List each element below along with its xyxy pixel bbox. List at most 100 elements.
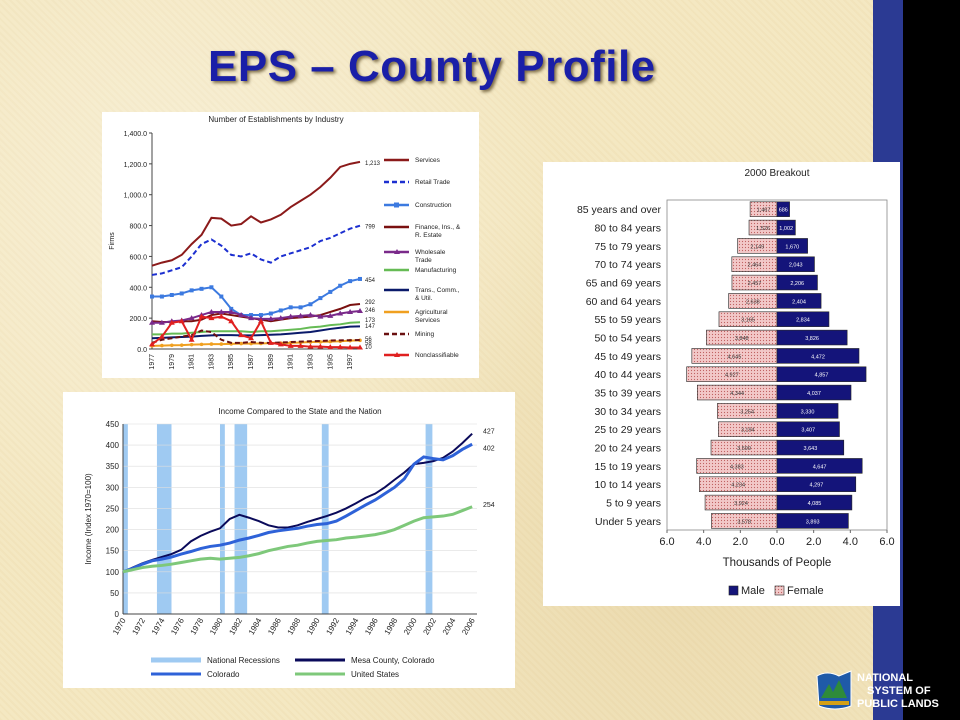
series-end-label: 292 bbox=[365, 300, 376, 306]
y-tick-label: 0.0 bbox=[137, 347, 147, 354]
y-axis-label: Income (Index 1970=100) bbox=[84, 473, 93, 565]
y-tick-label: 250 bbox=[106, 504, 120, 513]
male-value-label: 4,297 bbox=[810, 483, 824, 489]
y-tick-label: 450 bbox=[106, 420, 120, 429]
x-tick-label: 1980 bbox=[208, 616, 225, 636]
data-point bbox=[219, 294, 224, 299]
x-tick-label: 1994 bbox=[344, 616, 361, 636]
male-value-label: 2,043 bbox=[789, 263, 803, 269]
population-pyramid-chart: 2000 Breakout 85 years and over 1,467 686 80… bbox=[577, 168, 895, 597]
male-bar bbox=[776, 384, 852, 401]
age-group-label: 15 to 19 years bbox=[594, 461, 661, 473]
age-group-label: 30 to 34 years bbox=[594, 406, 661, 418]
male-bar bbox=[776, 348, 860, 364]
female-value-label: 3,578 bbox=[737, 519, 751, 525]
chart-title: Number of Establishments by Industry bbox=[208, 115, 343, 124]
legend-label: Colorado bbox=[207, 670, 240, 679]
data-point bbox=[297, 342, 304, 348]
x-tick-label: 1986 bbox=[266, 616, 283, 636]
data-point bbox=[277, 315, 284, 321]
x-tick-label: 2000 bbox=[402, 616, 419, 636]
series-end-label: 454 bbox=[365, 278, 376, 284]
x-tick-label: 1974 bbox=[150, 616, 167, 636]
x-tick-label: 1996 bbox=[363, 616, 380, 636]
data-point bbox=[168, 319, 175, 325]
series-line-7 bbox=[151, 339, 361, 347]
legend-marker bbox=[394, 202, 399, 208]
male-value-label: 4,472 bbox=[811, 354, 825, 360]
data-point bbox=[209, 342, 214, 346]
series-end-label: 254 bbox=[483, 502, 495, 509]
male-bar bbox=[776, 403, 839, 419]
data-point bbox=[327, 344, 334, 350]
male-bar bbox=[776, 201, 790, 217]
legend-label: Agricultural bbox=[415, 309, 448, 316]
data-point bbox=[308, 302, 313, 307]
series-line-0 bbox=[122, 432, 473, 573]
male-value-label: 4,085 bbox=[808, 501, 822, 507]
age-group-label: 55 to 59 years bbox=[594, 314, 661, 326]
series-end-label: 402 bbox=[483, 445, 495, 452]
data-point bbox=[357, 344, 363, 350]
x-tick-label: 1991 bbox=[288, 354, 295, 370]
x-tick-label: 1970 bbox=[111, 616, 128, 636]
x-tick-label: 1989 bbox=[268, 354, 275, 370]
legend-label: R. Estate bbox=[415, 232, 442, 239]
x-tick-label: 2002 bbox=[421, 616, 438, 636]
y-tick-label: 150 bbox=[106, 547, 120, 556]
data-point bbox=[267, 339, 274, 345]
legend-label: National Recessions bbox=[207, 656, 280, 665]
income-chart-panel: Income Compared to the State and the Nat… bbox=[63, 392, 515, 688]
y-axis-label: Firms bbox=[109, 232, 116, 250]
y-tick-label: 1,000.0 bbox=[124, 193, 147, 200]
x-tick-label: 1985 bbox=[228, 354, 235, 370]
y-tick-label: 0 bbox=[115, 610, 120, 619]
x-tick-label: 1972 bbox=[130, 616, 147, 636]
data-point bbox=[358, 276, 362, 281]
female-value-label: 4,234 bbox=[731, 483, 745, 489]
female-value-label: 1,526 bbox=[756, 226, 770, 232]
male-value-label: 3,330 bbox=[801, 409, 815, 415]
male-bar bbox=[776, 439, 845, 456]
legend-label: & Util. bbox=[415, 295, 433, 302]
y-tick-label: 200.0 bbox=[129, 316, 147, 323]
series-line-2 bbox=[122, 505, 473, 574]
series-end-label: 799 bbox=[365, 225, 376, 231]
male-bar bbox=[776, 329, 848, 346]
data-point bbox=[208, 308, 215, 314]
data-point bbox=[327, 312, 334, 318]
legend-label: Nonclassifiable bbox=[415, 352, 459, 359]
x-tick-label: 1998 bbox=[383, 616, 400, 636]
y-tick-label: 400 bbox=[106, 441, 120, 450]
male-value-label: 1,670 bbox=[785, 244, 799, 250]
age-group-label: 65 and 69 years bbox=[586, 278, 661, 290]
age-group-label: 70 to 74 years bbox=[594, 259, 661, 271]
legend-label: Services bbox=[415, 317, 441, 324]
age-group-label: 45 to 49 years bbox=[594, 351, 661, 363]
data-point bbox=[189, 342, 194, 347]
series-line-2 bbox=[152, 277, 361, 317]
legend-marker bbox=[394, 352, 400, 357]
male-bar bbox=[776, 256, 815, 272]
male-bar bbox=[776, 513, 849, 529]
chart-title: Income Compared to the State and the Nat… bbox=[218, 407, 381, 416]
data-point bbox=[209, 285, 214, 290]
series-line-9 bbox=[151, 315, 360, 349]
female-value-label: 3,254 bbox=[740, 409, 754, 415]
x-tick-label: 1978 bbox=[189, 616, 206, 636]
male-bar bbox=[776, 458, 863, 474]
legend-label: Trade bbox=[415, 257, 432, 264]
data-point bbox=[288, 305, 293, 310]
data-point bbox=[317, 343, 324, 349]
male-bar bbox=[776, 274, 818, 291]
data-point bbox=[347, 308, 354, 314]
age-group-label: 75 to 79 years bbox=[594, 241, 661, 253]
y-tick-label: 800.0 bbox=[129, 224, 147, 231]
y-tick-label: 200 bbox=[106, 526, 120, 535]
female-value-label: 2,457 bbox=[748, 281, 762, 287]
male-value-label: 4,857 bbox=[815, 373, 829, 379]
female-value-label: 2,638 bbox=[746, 299, 760, 305]
data-point bbox=[238, 332, 245, 338]
y-tick-label: 1,200.0 bbox=[124, 162, 147, 169]
establishments-chart: Number of Establishments by Industry Firm… bbox=[109, 115, 461, 370]
